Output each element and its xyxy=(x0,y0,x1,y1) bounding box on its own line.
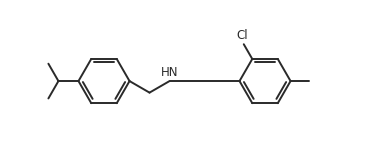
Text: HN: HN xyxy=(161,66,178,79)
Text: Cl: Cl xyxy=(237,29,249,42)
